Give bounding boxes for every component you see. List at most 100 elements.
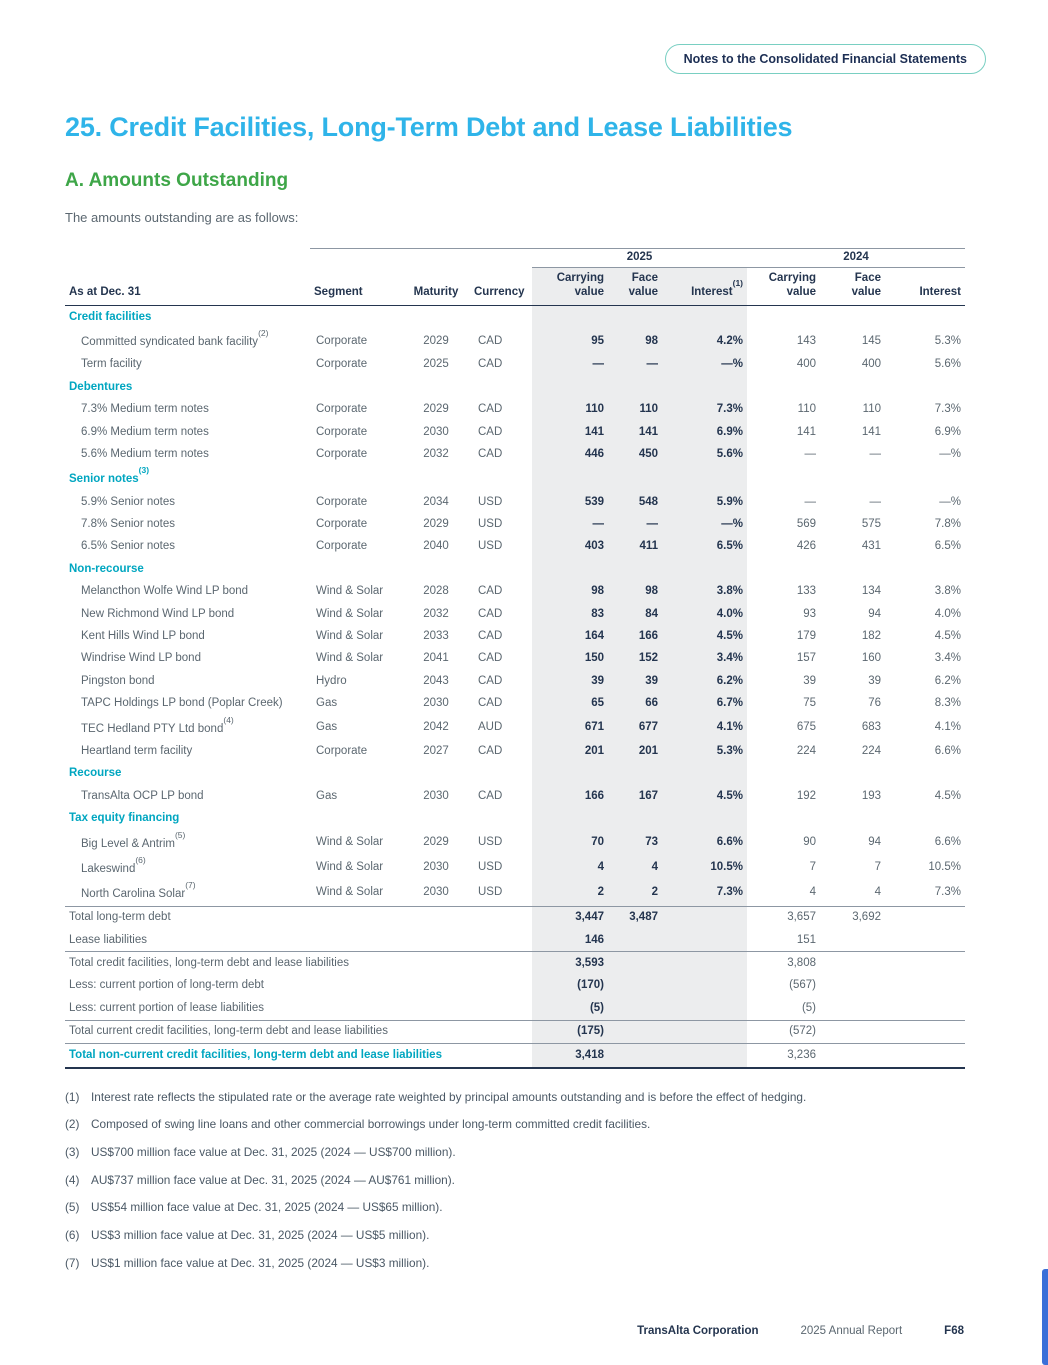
item-row: TEC Hedland PTY Ltd bond(4) Gas 2042 AUD 671… (65, 714, 965, 741)
value-cell (885, 997, 965, 1021)
segment-cell: Corporate (316, 403, 368, 416)
value-cell: 3.4% (934, 652, 961, 665)
section-spacer (747, 306, 965, 329)
maturity-cell: 2029 (423, 835, 449, 848)
currency-cell: USD (478, 886, 503, 899)
value-cell: 146 (532, 929, 608, 953)
item-row: Kent Hills Wind LP bond Wind & Solar 2033 C… (65, 625, 965, 648)
value-cell: 671 (532, 715, 608, 741)
value-cell: 5.6% (934, 358, 961, 371)
total-label: Less: current portion of lease liabiliti… (65, 997, 532, 1021)
value-cell: 224 (796, 744, 816, 757)
total-row: Less: current portion of long-term debt (… (65, 974, 965, 998)
value-cell: 539 (532, 491, 608, 514)
footnote-text: AU$737 million face value at Dec. 31, 20… (91, 1172, 455, 1187)
value-cell: 5.9% (662, 491, 747, 514)
section-label: Senior notes(3) (69, 465, 150, 486)
segment-cell: Corporate (316, 447, 368, 460)
item-row: Pingston bond Hydro 2043 CAD 39 39 6.2% 39 39 6.2… (65, 670, 965, 693)
footer-page-number: F68 (944, 1325, 964, 1337)
value-cell: 2 (532, 880, 608, 907)
row-label: Melancthon Wolfe Wind LP bond (81, 585, 249, 598)
footnote: (1) Interest rate reflects the stipulated… (65, 1090, 965, 1105)
value-cell: 10.5% (928, 861, 961, 874)
currency-cell: CAD (478, 425, 503, 438)
value-cell: 400 (861, 358, 881, 371)
maturity-cell: 2041 (423, 652, 449, 665)
section-spacer (747, 466, 965, 491)
currency-cell: CAD (478, 358, 503, 371)
maturity-cell: 2029 (423, 403, 449, 416)
item-row: North Carolina Solar(7) Wind & Solar 2030 U… (65, 880, 965, 907)
value-cell: 73 (608, 829, 662, 856)
col-header-face-2024: Face value (820, 267, 885, 307)
value-cell (662, 974, 747, 998)
currency-cell: CAD (478, 447, 503, 460)
row-label: Windrise Wind LP bond (81, 652, 201, 665)
item-row: 7.8% Senior notes Corporate 2029 USD — — —% 569… (65, 513, 965, 536)
col-header-interest-2024: Interest (885, 267, 965, 307)
maturity-cell: 2033 (423, 630, 449, 643)
value-cell (885, 905, 965, 930)
currency-cell: CAD (478, 697, 503, 710)
item-row: 6.9% Medium term notes Corporate 2030 CAD 14… (65, 420, 965, 444)
section-heading: A. Amounts Outstanding (65, 170, 289, 191)
table-body: Credit facilities Committed syndicated ba… (65, 305, 965, 1069)
footnote-marker: (5) (65, 1200, 80, 1215)
maturity-cell: 2030 (423, 697, 449, 710)
value-cell (608, 1020, 662, 1045)
value-cell: 3,418 (532, 1043, 608, 1069)
value-cell: 201 (532, 740, 608, 763)
section-spacer (532, 558, 747, 581)
total-row: Total current credit facilities, long-te… (65, 1020, 965, 1045)
value-cell: 224 (861, 744, 881, 757)
value-cell: 4 (608, 855, 662, 881)
year-2025-header: 2025 (532, 248, 747, 268)
value-cell (662, 905, 747, 930)
value-cell: 134 (861, 585, 881, 598)
value-cell: 7.3% (934, 403, 961, 416)
footnote-text: US$3 million face value at Dec. 31, 2025… (91, 1228, 430, 1243)
footnote-ref: (3) (138, 465, 150, 476)
maturity-cell: 2030 (423, 425, 449, 438)
value-cell: —% (662, 513, 747, 536)
value-cell (885, 952, 965, 975)
value-cell: 93 (803, 607, 816, 620)
value-cell: 400 (796, 358, 816, 371)
value-cell: 683 (861, 721, 881, 734)
segment-cell: Hydro (316, 674, 347, 687)
value-cell (608, 997, 662, 1021)
item-row: Committed syndicated bank facility(2) Cor… (65, 328, 965, 354)
value-cell: 5.3% (934, 334, 961, 347)
total-label: Total non-current credit facilities, lon… (65, 1043, 532, 1069)
section-spacer (747, 763, 965, 785)
row-label: New Richmond Wind LP bond (81, 607, 235, 620)
value-cell: — (869, 447, 882, 460)
value-cell: 6.9% (934, 425, 961, 438)
value-cell: 5.3% (662, 740, 747, 763)
total-label: Total credit facilities, long-term debt … (69, 957, 349, 970)
value-cell: 141 (608, 420, 662, 444)
value-cell: 70 (532, 829, 608, 856)
section-spacer (747, 808, 965, 830)
footnote-ref: (4) (223, 714, 234, 725)
value-cell: — (869, 495, 882, 508)
row-label: Heartland term facility (81, 744, 193, 757)
value-cell (885, 1020, 965, 1045)
segment-cell: Wind & Solar (316, 607, 384, 620)
value-cell: 201 (608, 740, 662, 763)
col-header-as-at: As at Dec. 31 (65, 267, 310, 307)
value-cell (608, 1043, 662, 1069)
footnote-text: US$1 million face value at Dec. 31, 2025… (91, 1255, 430, 1270)
footnote: (7) US$1 million face value at Dec. 31, 2… (65, 1256, 965, 1271)
footnote: (5) US$54 million face value at Dec. 31, … (65, 1200, 965, 1215)
section-spacer (747, 376, 965, 398)
footnote: (4) AU$737 million face value at Dec. 31,… (65, 1173, 965, 1188)
value-cell: 3,593 (532, 951, 608, 975)
value-cell (662, 929, 747, 953)
total-row: Less: current portion of lease liabiliti… (65, 997, 965, 1021)
footnote-text: Interest rate reflects the stipulated ra… (91, 1089, 807, 1104)
footnote-ref: (2) (258, 328, 269, 339)
row-label: Kent Hills Wind LP bond (81, 630, 205, 643)
footnote-marker: (2) (65, 1117, 80, 1132)
